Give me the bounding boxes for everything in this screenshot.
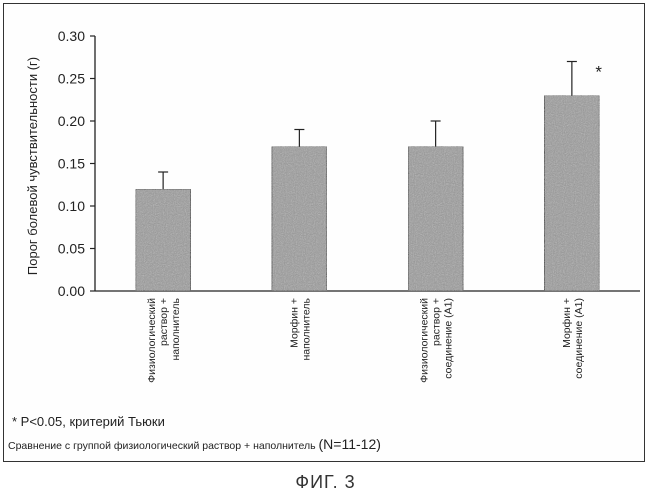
category-label: раствор + (431, 298, 443, 346)
y-axis-label: Порог болевой чувствительности (г) (25, 57, 40, 275)
significance-note: * P<0.05, критерий Тьюки (12, 414, 165, 429)
category-label: соединение (A1) (443, 298, 455, 379)
comparison-text: Сравнение с группой физиологический раст… (8, 440, 316, 452)
y-tick-label: 0.05 (58, 241, 85, 257)
category-labels: Физиологический раствор + наполнитель Морфи… (146, 297, 585, 382)
figure-caption: ФИГ. 3 (295, 472, 356, 492)
sample-size: (N=11-12) (318, 436, 381, 452)
y-tick-label: 0.25 (58, 71, 85, 87)
significance-mark: * (595, 63, 602, 82)
bar (543, 95, 600, 292)
comparison-note: Сравнение с группой физиологический раст… (8, 436, 381, 452)
y-tick-label: 0.00 (58, 283, 85, 299)
bars: * (135, 60, 602, 292)
bar (135, 188, 192, 292)
bar (407, 146, 464, 292)
bar (271, 146, 328, 292)
y-tick-label: 0.20 (58, 113, 85, 129)
y-tick-label: 0.30 (58, 28, 85, 44)
category-label: Физиологический (419, 298, 431, 383)
category-label: наполнитель (170, 297, 182, 360)
category-label: наполнитель (300, 297, 312, 360)
y-tick-label: 0.10 (58, 198, 85, 214)
category-label: Физиологический (146, 298, 158, 383)
category-label: соединение (A1) (573, 298, 585, 379)
category-label: Морфин + (561, 298, 573, 348)
y-tick-label: 0.15 (58, 156, 85, 172)
category-label: Морфин + (288, 298, 300, 348)
category-label: раствор + (158, 298, 170, 346)
